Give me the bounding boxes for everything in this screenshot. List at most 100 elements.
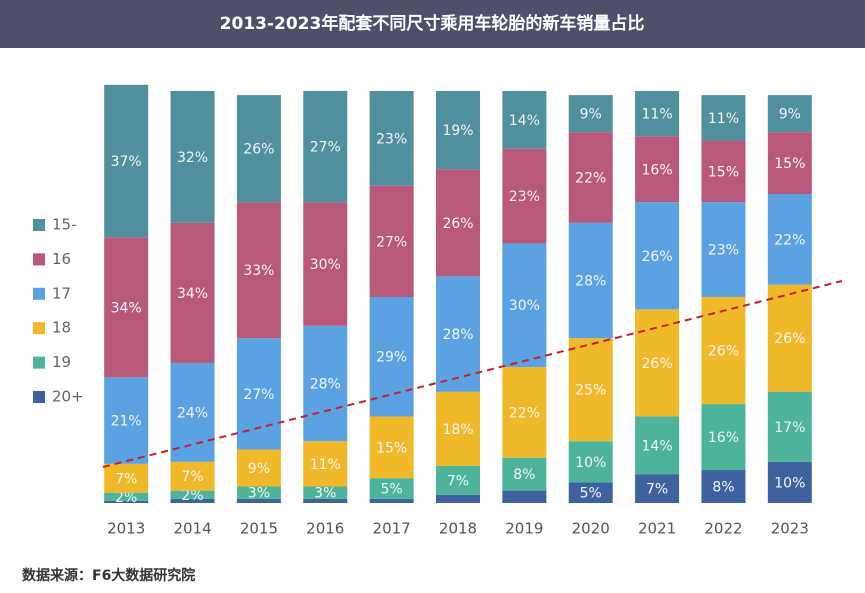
data-label: 18% (442, 422, 473, 438)
bar-segment (104, 377, 149, 464)
bar-segment (369, 185, 414, 297)
bar-segment (502, 367, 547, 458)
bar-segment (236, 202, 281, 339)
data-label: 8% (513, 467, 535, 483)
data-label: 16% (708, 430, 739, 446)
bar-segment (236, 449, 281, 487)
legend-swatch (33, 253, 45, 266)
x-tick-label: 2014 (173, 520, 211, 538)
data-label: 34% (111, 300, 142, 316)
data-label: 16% (642, 162, 673, 178)
data-label: 7% (646, 482, 668, 498)
data-label: 15% (708, 164, 739, 180)
data-label: 27% (310, 140, 341, 156)
bar-segment (369, 416, 414, 479)
data-label: 5% (580, 486, 602, 502)
bar-segment (170, 222, 215, 363)
data-label: 3% (248, 486, 270, 502)
bar-segment (104, 237, 149, 378)
data-label: 34% (177, 286, 208, 302)
bar-segment (502, 91, 547, 149)
x-tick-label: 2020 (572, 520, 610, 538)
bar-segment (436, 91, 480, 170)
bar-segment (436, 276, 480, 392)
bar-segment (436, 169, 480, 277)
bar-segment (104, 84, 149, 238)
data-label: 28% (442, 327, 473, 343)
data-label: 9% (779, 107, 801, 123)
data-label: 25% (575, 383, 606, 399)
bar-segment (767, 95, 812, 133)
data-label: 10% (575, 455, 606, 471)
data-label: 17% (774, 420, 805, 436)
bar-segment (635, 474, 680, 503)
data-label: 3% (314, 486, 336, 502)
data-label: 7% (115, 471, 137, 487)
bar-segment (701, 202, 746, 297)
bar-segment (502, 457, 547, 491)
data-label: 22% (774, 232, 805, 248)
data-label: 26% (442, 216, 473, 232)
bar-segment (701, 470, 746, 503)
data-label: 26% (642, 356, 673, 372)
data-label: 10% (774, 475, 805, 491)
bar-segment (767, 284, 812, 392)
data-label: 23% (509, 189, 540, 205)
bar-segment (303, 498, 348, 503)
bar-segment (502, 148, 547, 244)
legend-swatch (33, 322, 45, 335)
data-label: 26% (774, 331, 805, 347)
legend-swatch (33, 219, 45, 231)
data-label: 11% (642, 107, 673, 123)
bar-segment (568, 338, 613, 442)
x-tick-label: 2021 (638, 520, 676, 538)
bar-segment (701, 95, 746, 141)
data-label: 23% (376, 131, 407, 147)
x-tick-label: 2013 (107, 520, 145, 538)
data-label: 7% (447, 473, 469, 489)
x-tick-label: 2017 (373, 520, 411, 538)
data-label: 2% (115, 490, 137, 506)
plot: 2013 2% 7% 21% 34% 37% 2014 2% 7% 24% 34% 32% 2015 3%… (33, 84, 812, 538)
bar-segment (236, 498, 281, 503)
data-label: 26% (243, 142, 274, 158)
bar-segment (635, 416, 680, 475)
data-label: 27% (243, 387, 274, 403)
bar-segment (502, 243, 547, 368)
bar-segment (436, 391, 480, 466)
data-label: 30% (310, 257, 341, 273)
source: 数据来源：F6大数据研究院 (22, 567, 195, 584)
bar-segment (767, 194, 812, 285)
bar-segment (767, 461, 812, 503)
chart-title: 2013-2023年配套不同尺寸乘用车轮胎的新车销量占比 (220, 13, 645, 34)
bar-segment (369, 297, 414, 417)
bar-segment (170, 461, 215, 491)
data-label: 22% (575, 171, 606, 187)
data-label: 11% (708, 111, 739, 127)
data-label: 22% (509, 405, 540, 421)
bar-segment (170, 498, 215, 503)
data-label: 27% (376, 234, 407, 250)
bar-segment (104, 463, 149, 493)
legend-label: 15- (52, 216, 77, 234)
bar-segment (369, 498, 414, 503)
x-tick-label: 2016 (306, 520, 344, 538)
bar-segment (170, 490, 215, 499)
legend-label: 19 (52, 353, 71, 371)
data-label: 26% (708, 344, 739, 360)
data-label: 19% (442, 123, 473, 139)
data-label: 5% (381, 482, 403, 498)
legend-swatch (33, 287, 45, 300)
data-label: 23% (708, 243, 739, 259)
bar-segment (568, 441, 613, 483)
legend-label: 16 (52, 250, 71, 268)
data-label: 30% (509, 298, 540, 314)
bar-segment (701, 140, 746, 203)
bar-segment (502, 490, 547, 503)
data-label: 24% (177, 405, 208, 421)
x-tick-label: 2018 (439, 520, 477, 538)
bar-segment (568, 132, 613, 223)
legend-swatch (33, 356, 45, 369)
data-label: 21% (111, 414, 142, 430)
